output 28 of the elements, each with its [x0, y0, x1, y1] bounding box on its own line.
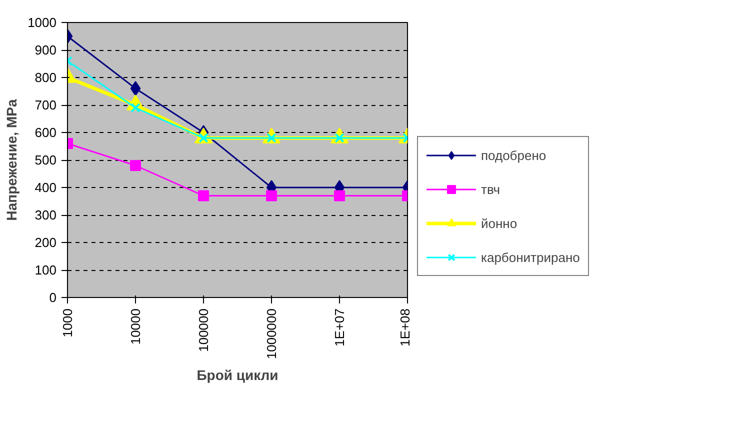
point	[266, 190, 277, 202]
x-tick-label: 10000	[128, 308, 143, 345]
y-tick-label: 0	[49, 290, 57, 305]
legend-label: йонно	[481, 216, 518, 230]
point	[130, 160, 141, 171]
legend-label: твч	[481, 182, 501, 196]
x-tick-label: 1000000	[264, 308, 279, 360]
y-tick-label: 200	[34, 235, 57, 250]
y-tick-label: 400	[34, 180, 57, 195]
y-tick-label: 1000	[28, 15, 56, 30]
point	[334, 190, 345, 202]
y-tick-label: 600	[34, 125, 57, 140]
y-tick-label: 800	[34, 70, 57, 85]
x-tick-label: 100000	[196, 308, 211, 352]
legend-label: подобрено	[481, 148, 546, 162]
y-tick-label: 900	[34, 42, 57, 58]
legend-label: карбонитрирано	[481, 250, 580, 264]
x-tick-label: 1000	[60, 308, 75, 338]
y-axis-title: Напрежение, MPa	[4, 99, 20, 221]
point	[130, 81, 141, 96]
y-tick-label: 100	[34, 262, 57, 278]
y-tick-label: 300	[34, 208, 57, 222]
y-tick-label: 500	[34, 152, 57, 168]
y-tick-label: 700	[34, 98, 57, 112]
x-axis-title: Брой цикли	[196, 367, 278, 384]
x-tick-label: 1E+07	[332, 308, 347, 346]
point	[198, 190, 209, 202]
x-tick-label: 1E+08	[398, 308, 412, 346]
